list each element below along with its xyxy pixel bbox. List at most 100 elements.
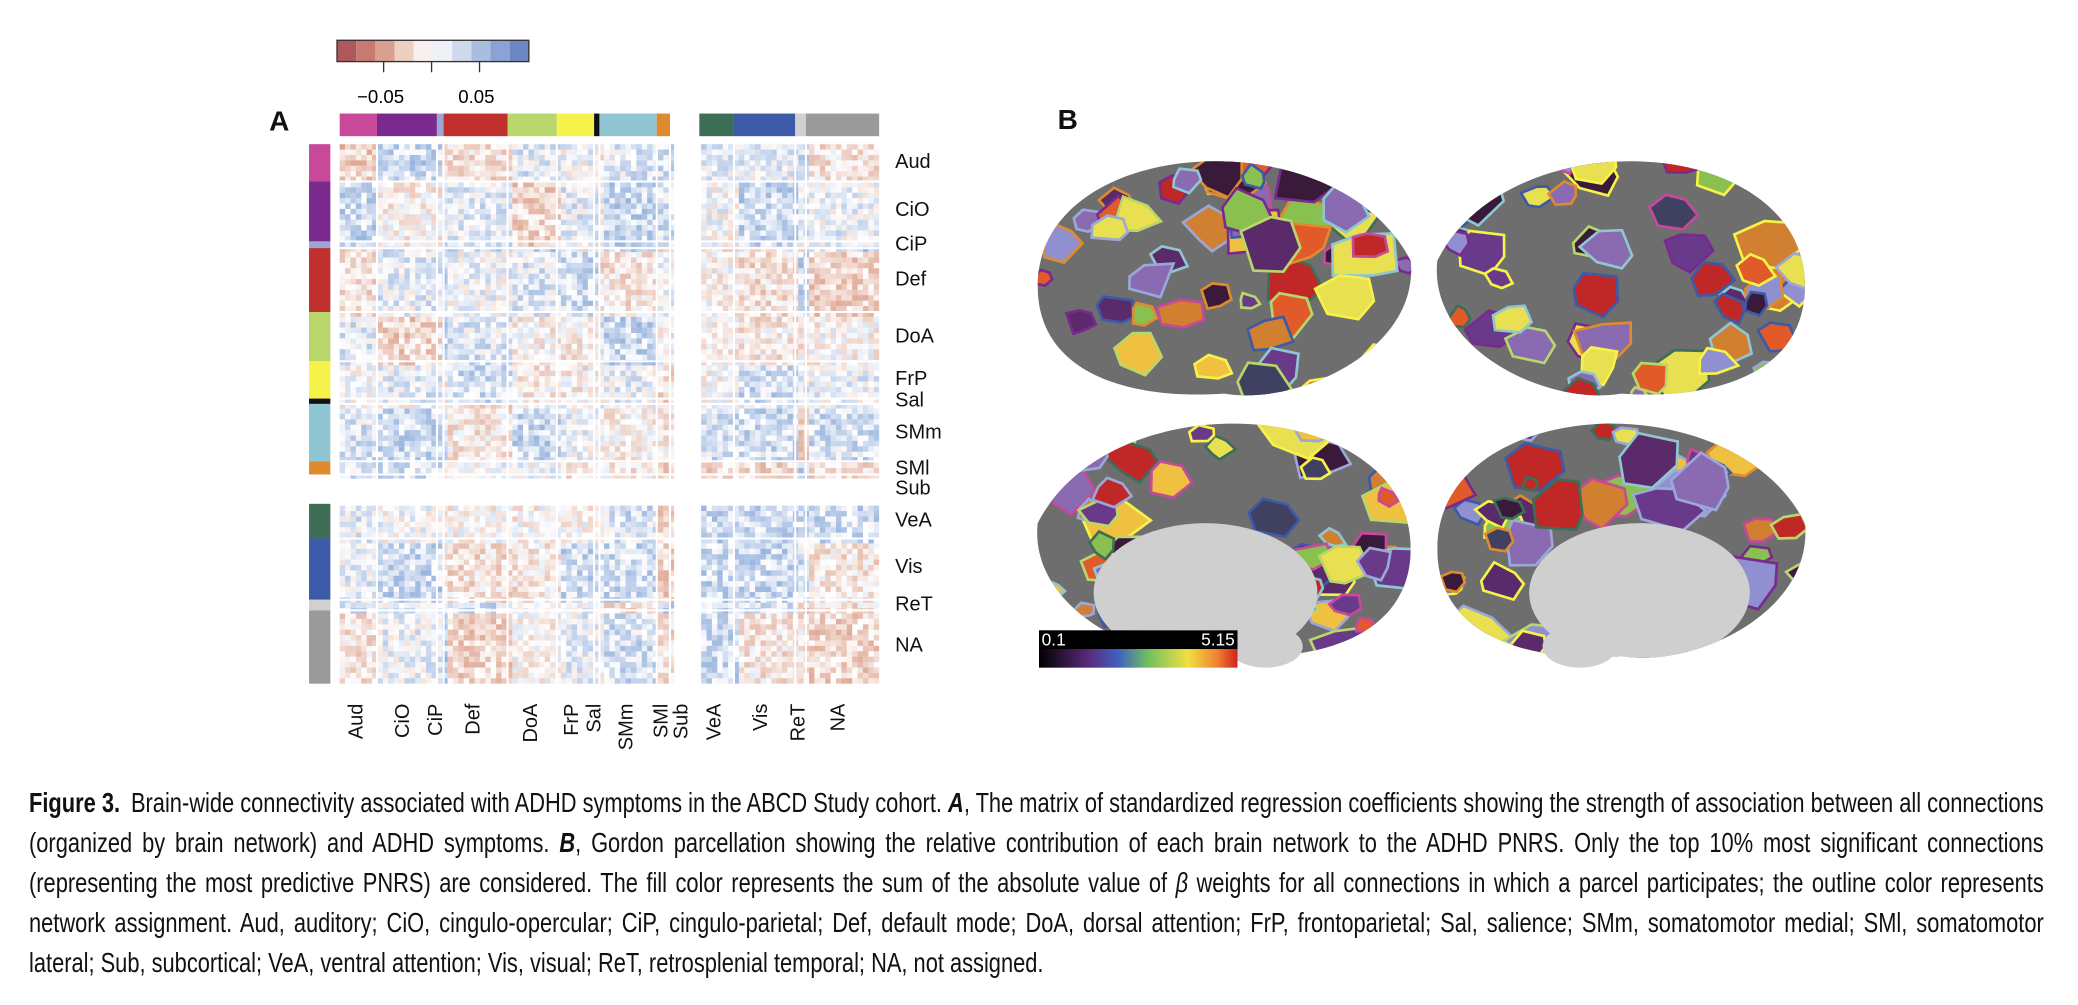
matrix-cell [506, 300, 513, 307]
matrix-cell [447, 424, 453, 431]
matrix-cell [771, 257, 777, 263]
matrix-cell [841, 359, 847, 366]
matrix-cell [814, 413, 820, 420]
matrix-cell [798, 154, 804, 161]
matrix-cell [787, 149, 793, 155]
matrix-cell [636, 257, 642, 263]
matrix-cell [587, 252, 594, 258]
matrix-cell [782, 214, 788, 220]
matrix-cell [636, 154, 642, 161]
matrix-cell [345, 160, 351, 166]
matrix-cell [717, 279, 723, 285]
matrix-cell [626, 328, 631, 333]
matrix-cell [345, 225, 351, 231]
matrix-cell [415, 241, 421, 247]
matrix-cell [442, 187, 448, 193]
matrix-cell [523, 144, 529, 150]
matrix-cell [604, 403, 610, 409]
matrix-cell [420, 381, 426, 387]
matrix-cell [512, 370, 518, 377]
matrix-cell [711, 252, 718, 258]
matrix-cell [830, 241, 836, 247]
matrix-cell [620, 316, 626, 323]
matrix-cell [577, 187, 583, 193]
matrix-cell [782, 268, 788, 274]
matrix-cell [598, 273, 605, 280]
matrix-cell [431, 359, 437, 366]
matrix-cell [647, 181, 653, 188]
matrix-cell [711, 225, 718, 231]
matrix-cell [490, 316, 497, 323]
matrix-cell [868, 154, 874, 161]
matrix-cell [733, 262, 739, 269]
matrix-cell [490, 198, 497, 204]
matrix-cell [598, 354, 605, 360]
matrix-cell [711, 392, 718, 398]
matrix-cell [668, 235, 675, 242]
matrix-cell [425, 198, 432, 204]
matrix-cell [701, 193, 706, 198]
matrix-cell [404, 246, 410, 253]
matrix-cell [825, 343, 831, 350]
matrix-cell [830, 262, 836, 269]
matrix-cell [733, 273, 739, 280]
matrix-cell [409, 413, 416, 420]
matrix-cell [469, 354, 475, 360]
matrix-cell [657, 154, 664, 161]
matrix-cell [722, 354, 729, 360]
matrix-cell [475, 387, 480, 392]
matrix-cell [442, 381, 448, 387]
matrix-cell [566, 187, 572, 193]
matrix-cell [571, 365, 578, 371]
matrix-cell [582, 268, 588, 274]
matrix-cell [377, 284, 383, 290]
matrix-cell [749, 181, 756, 188]
matrix-cell [711, 208, 718, 215]
matrix-cell [421, 279, 426, 284]
matrix-cell [641, 349, 648, 355]
matrix-cell [496, 144, 502, 150]
matrix-cell [582, 289, 588, 296]
matrix-cell [868, 413, 874, 420]
matrix-cell [706, 257, 712, 263]
matrix-cell [668, 381, 675, 387]
matrix-cell [652, 413, 658, 420]
matrix-cell [750, 268, 755, 273]
matrix-cell [361, 355, 366, 360]
matrix-cell [479, 397, 486, 404]
matrix-cell [652, 165, 658, 172]
matrix-cell [620, 306, 625, 311]
matrix-cell [366, 192, 373, 199]
matrix-cell [598, 246, 605, 253]
matrix-cell [873, 327, 880, 333]
matrix-cell [787, 381, 793, 387]
matrix-cell [372, 419, 378, 425]
matrix-cell [566, 274, 571, 279]
matrix-cell [474, 365, 480, 371]
matrix-cell [873, 392, 880, 398]
matrix-cell [361, 262, 367, 269]
matrix-cell [663, 316, 669, 323]
matrix-cell [587, 397, 594, 404]
matrix-cell [523, 311, 529, 317]
matrix-cell [609, 289, 615, 296]
matrix-cell [728, 408, 734, 414]
matrix-cell [733, 386, 739, 393]
matrix-cell [841, 386, 847, 393]
matrix-cell [512, 387, 517, 392]
matrix-cell [609, 252, 614, 257]
matrix-cell [809, 154, 815, 161]
matrix-cell [452, 359, 459, 366]
matrix-cell [728, 386, 734, 393]
matrix-cell [787, 171, 793, 177]
matrix-cell [771, 246, 777, 253]
matrix-cell [625, 332, 631, 339]
matrix-cell [463, 316, 470, 323]
matrix-cell [345, 219, 351, 226]
matrix-cell [550, 171, 555, 176]
matrix-cell [809, 246, 815, 253]
matrix-cell [420, 154, 426, 161]
matrix-cell [366, 316, 373, 323]
matrix-cell [835, 192, 842, 199]
matrix-cell [485, 289, 491, 296]
